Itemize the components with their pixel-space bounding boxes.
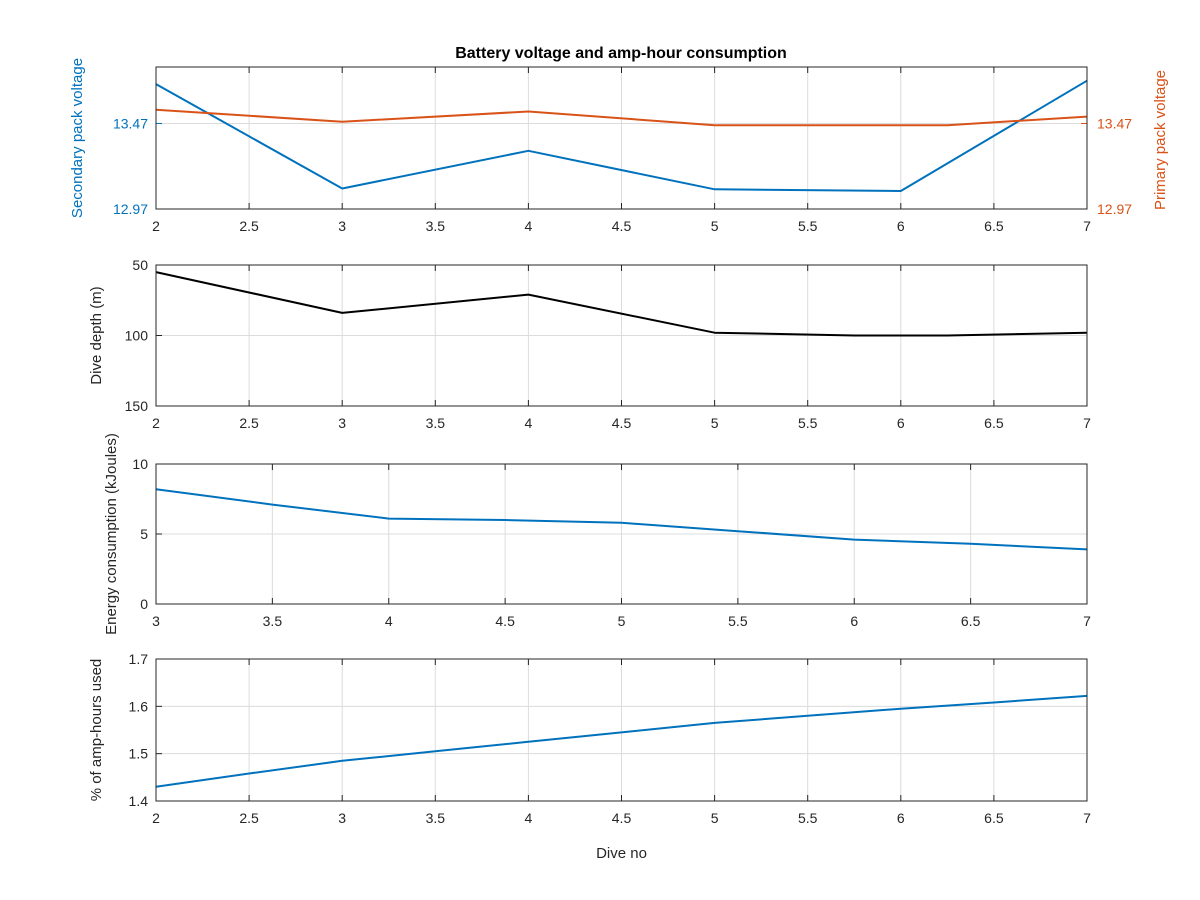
y-axis-label: Secondary pack voltage bbox=[69, 58, 86, 218]
x-tick-label: 2.5 bbox=[239, 810, 259, 826]
y-tick-label: 1.7 bbox=[129, 651, 149, 667]
x-tick-label: 2 bbox=[152, 415, 160, 431]
x-tick-label: 5 bbox=[711, 415, 719, 431]
y-axis-label: % of amp-hours used bbox=[88, 659, 105, 802]
series-line-2 bbox=[155, 108, 1088, 127]
x-tick-label: 6.5 bbox=[984, 415, 1004, 431]
x-tick-label: 5.5 bbox=[798, 810, 818, 826]
x-tick-label: 3.5 bbox=[426, 415, 446, 431]
x-tick-label: 2.5 bbox=[239, 218, 259, 234]
axes-frame bbox=[155, 66, 1088, 210]
x-tick-label: 2.5 bbox=[239, 415, 259, 431]
y-tick-label: 5 bbox=[140, 526, 148, 542]
y-tick-label: 150 bbox=[125, 398, 149, 414]
x-tick-label: 7 bbox=[1083, 613, 1091, 629]
x-tick-label: 4.5 bbox=[612, 415, 632, 431]
x-tick-label: 4.5 bbox=[495, 613, 515, 629]
y-tick-label: 100 bbox=[125, 328, 149, 344]
x-tick-label: 6.5 bbox=[961, 613, 981, 629]
x-tick-label: 5.5 bbox=[798, 415, 818, 431]
x-tick-label: 2 bbox=[152, 810, 160, 826]
x-tick-label: 5 bbox=[711, 810, 719, 826]
y-tick-label: 1.6 bbox=[129, 698, 149, 714]
series-line-1 bbox=[155, 271, 1088, 337]
x-tick-label: 7 bbox=[1083, 415, 1091, 431]
subplot-3: 3 3.5 4 4.5 5 5.5 6 6.5 7 0 5 10 Energy consumption … bbox=[103, 433, 1091, 635]
x-axis-label: Dive no bbox=[596, 845, 647, 862]
subplot-2: 2 2.5 3 3.5 4 4.5 5 5.5 6 6.5 7 50 100 150 Dive depth … bbox=[88, 257, 1091, 431]
y-axis-label: Energy consumption (kJoules) bbox=[103, 433, 120, 635]
x-tick-label: 4.5 bbox=[612, 810, 632, 826]
x-tick-label: 4 bbox=[525, 415, 533, 431]
x-tick-label: 4.5 bbox=[612, 218, 632, 234]
x-tick-label: 3 bbox=[338, 415, 346, 431]
y-right-tick-label: 13.47 bbox=[1097, 115, 1132, 131]
x-tick-label: 6 bbox=[897, 415, 905, 431]
x-tick-label: 6 bbox=[897, 218, 905, 234]
y-tick-label: 1.4 bbox=[129, 793, 149, 809]
x-tick-label: 6.5 bbox=[984, 810, 1004, 826]
series-line-1 bbox=[155, 694, 1088, 788]
x-tick-label: 6.5 bbox=[984, 218, 1004, 234]
y-tick-label: 10 bbox=[132, 456, 148, 472]
y-tick-label: 13.47 bbox=[113, 115, 148, 131]
x-tick-label: 7 bbox=[1083, 218, 1091, 234]
x-tick-label: 4 bbox=[525, 218, 533, 234]
x-tick-label: 3 bbox=[338, 810, 346, 826]
x-tick-label: 4 bbox=[525, 810, 533, 826]
y-tick-label: 1.5 bbox=[129, 746, 149, 762]
x-tick-label: 5.5 bbox=[798, 218, 818, 234]
x-tick-label: 3.5 bbox=[426, 810, 446, 826]
x-tick-label: 5 bbox=[618, 613, 626, 629]
series-line-1 bbox=[155, 488, 1088, 551]
x-tick-label: 6 bbox=[850, 613, 858, 629]
x-tick-label: 4 bbox=[385, 613, 393, 629]
y-right-axis-label: Primary pack voltage bbox=[1152, 70, 1169, 210]
subplot-1: 2 2.5 3 3.5 4 4.5 5 5.5 6 6.5 7 12.97 13.47 12.97 13.4… bbox=[69, 58, 1169, 234]
y-axis-label: Dive depth (m) bbox=[88, 286, 105, 384]
x-tick-label: 2 bbox=[152, 218, 160, 234]
x-tick-label: 3.5 bbox=[263, 613, 283, 629]
axes-frame bbox=[155, 463, 1088, 605]
x-tick-label: 3 bbox=[338, 218, 346, 234]
y-tick-label: 50 bbox=[132, 257, 148, 273]
y-tick-label: 0 bbox=[140, 596, 148, 612]
axes-frame bbox=[155, 658, 1088, 802]
x-tick-label: 5 bbox=[711, 218, 719, 234]
y-right-tick-label: 12.97 bbox=[1097, 201, 1132, 217]
series-line-1 bbox=[155, 79, 1088, 192]
axes-frame bbox=[155, 264, 1088, 407]
figure-title: Battery voltage and amp-hour consumption bbox=[455, 45, 787, 62]
x-tick-label: 7 bbox=[1083, 810, 1091, 826]
x-tick-label: 5.5 bbox=[728, 613, 748, 629]
x-tick-label: 6 bbox=[897, 810, 905, 826]
x-tick-label: 3.5 bbox=[426, 218, 446, 234]
y-tick-label: 12.97 bbox=[113, 201, 148, 217]
subplot-4: 2 2.5 3 3.5 4 4.5 5 5.5 6 6.5 7 1.4 1.5 1.6 1.7 % of am… bbox=[88, 651, 1091, 862]
x-tick-label: 3 bbox=[152, 613, 160, 629]
